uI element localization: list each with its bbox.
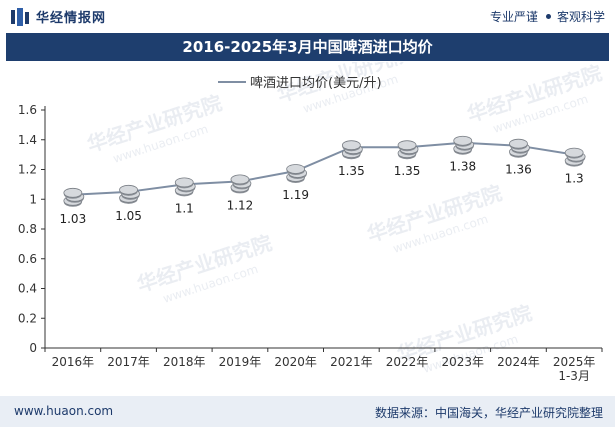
x-tick-label: 2020年 <box>274 355 317 369</box>
x-tick-label: 2024年 <box>497 355 540 369</box>
coin-face <box>453 135 473 146</box>
data-point-marker <box>286 164 308 183</box>
data-label: 1.03 <box>59 212 86 226</box>
data-point-marker <box>230 174 252 194</box>
slogan-objective: 客观科学 <box>556 10 605 24</box>
data-point-marker <box>397 140 419 160</box>
top-bar: 华经情报网 专业严谨 客观科学 <box>0 0 615 32</box>
line-chart: 华经产业研究院www.huaon.com华经产业研究院www.huaon.com… <box>18 62 605 383</box>
brand[interactable]: 华经情报网 <box>10 7 106 26</box>
slogan: 专业严谨 客观科学 <box>490 8 605 25</box>
data-label: 1.19 <box>282 188 309 202</box>
y-tick-label: 1 <box>29 192 37 206</box>
y-tick-label: 1.2 <box>18 163 37 177</box>
series-layer: 1.03 1.05 1.1 1.12 1.19 1.35 1.35 1.38 1.36 1.3 <box>59 135 586 226</box>
data-label: 1.3 <box>565 172 584 186</box>
data-label: 1.05 <box>115 209 142 223</box>
brand-name: 华经情报网 <box>36 11 107 26</box>
data-label: 1.38 <box>449 160 476 174</box>
y-tick-label: 0.2 <box>18 311 37 325</box>
coin-face <box>341 140 361 151</box>
coin-face <box>174 177 194 188</box>
x-tick-label: 2022年 <box>386 355 429 369</box>
coin-face <box>509 138 528 149</box>
coin-face <box>63 187 83 198</box>
y-tick-label: 0.6 <box>18 252 37 266</box>
data-point-marker <box>341 140 363 160</box>
x-tick-label: 2025年 <box>553 355 596 369</box>
footer: www.huaon.com 数据来源：中国海关，华经产业研究院整理 <box>0 396 615 427</box>
coin-face <box>397 140 417 151</box>
x-tick-label: 2016年 <box>52 355 95 369</box>
chart-legend: 啤酒进口均价(美元/升) <box>218 76 382 91</box>
legend-label: 啤酒进口均价(美元/升) <box>250 76 382 91</box>
coin-face <box>230 174 250 185</box>
data-point-marker <box>453 135 475 155</box>
x-tick-label: 2018年 <box>163 355 206 369</box>
coin-face <box>564 147 584 158</box>
data-point-marker <box>509 138 530 158</box>
data-label: 1.1 <box>175 201 194 215</box>
footer-url-link[interactable]: www.huaon.com <box>14 404 114 418</box>
bullet-dot-icon <box>545 14 551 19</box>
chart-title: 2016-2025年3月中国啤酒进口均价 <box>6 33 609 61</box>
data-source-note: 数据来源：中国海关，华经产业研究院整理 <box>374 406 603 420</box>
slogan-professional: 专业严谨 <box>489 10 538 24</box>
data-label: 1.12 <box>227 198 254 212</box>
x-tick-label: 2021年 <box>330 355 373 369</box>
coin-face <box>119 184 138 195</box>
data-point-marker <box>119 184 140 204</box>
axes: 0 0.2 0.4 0.6 0.8 1 1.2 1.4 1.6 2016年 2017年 2018年 20… <box>18 103 603 383</box>
data-label: 1.35 <box>338 164 365 178</box>
data-label: 1.36 <box>505 163 532 177</box>
coin-face <box>286 164 306 174</box>
data-point-marker <box>63 187 85 207</box>
x-tick-label: 2019年 <box>219 355 262 369</box>
series-line <box>72 141 575 196</box>
x-tick-label: 2023年 <box>441 355 484 369</box>
brand-logo-icon <box>11 7 29 26</box>
y-tick-label: 0.4 <box>18 282 37 296</box>
y-tick-label: 0.8 <box>18 222 37 236</box>
y-tick-label: 1.4 <box>18 133 37 147</box>
data-point-marker <box>564 147 586 167</box>
data-label: 1.35 <box>394 164 421 178</box>
x-tick-label: 1-3月 <box>558 369 590 383</box>
y-tick-label: 0 <box>29 341 37 355</box>
y-tick-label: 1.6 <box>18 103 37 117</box>
x-tick-label: 2017年 <box>107 355 150 369</box>
watermark-layer: 华经产业研究院www.huaon.com华经产业研究院www.huaon.com… <box>84 62 605 376</box>
data-point-marker <box>174 177 196 197</box>
